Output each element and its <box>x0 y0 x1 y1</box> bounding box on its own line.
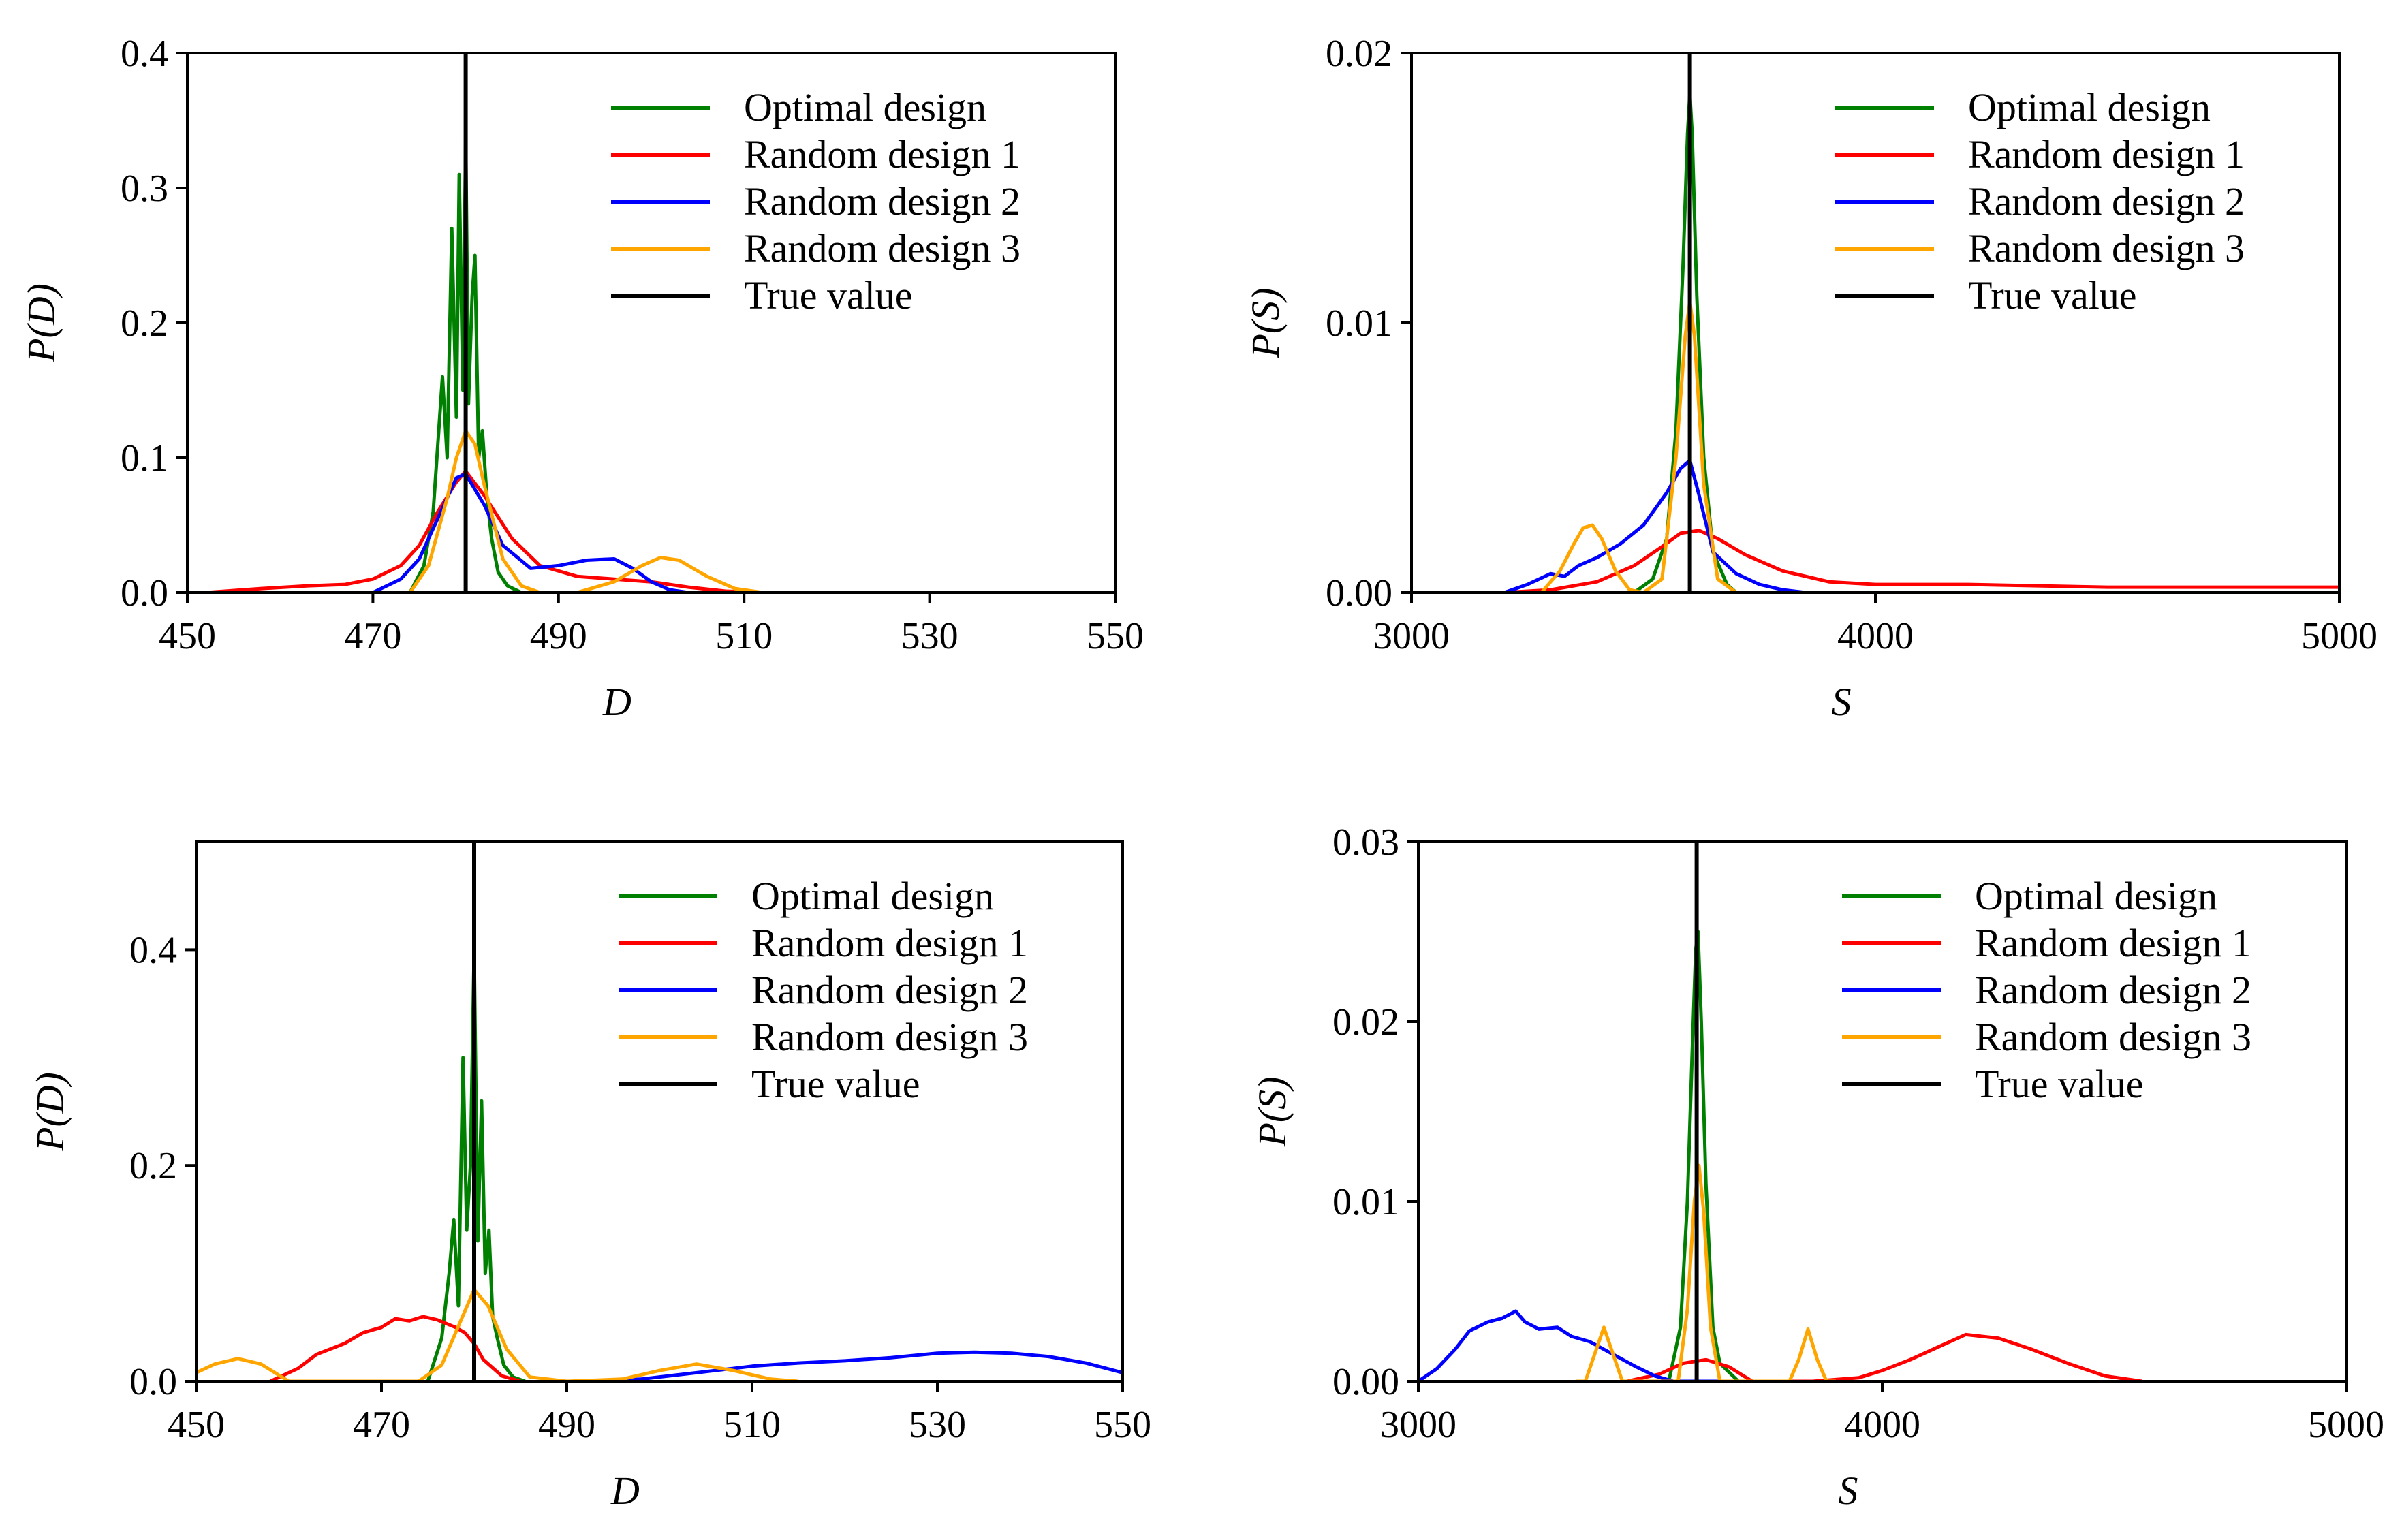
legend-label: True value <box>744 273 913 317</box>
y-tick-label: 0.4 <box>129 929 177 971</box>
x-tick-label: 530 <box>909 1404 966 1446</box>
x-axis-label: D <box>610 1468 640 1513</box>
x-tick-label: 470 <box>353 1404 410 1446</box>
series-line-random2 <box>372 472 689 593</box>
series-line-random1 <box>1626 1332 2142 1381</box>
x-axis-label: D <box>602 680 631 724</box>
y-tick-label: 0.3 <box>121 168 168 210</box>
y-tick-label: 0.0 <box>121 572 168 614</box>
legend-label: Random design 2 <box>1968 179 2245 223</box>
x-tick-label: 510 <box>715 615 773 657</box>
x-tick-label: 4000 <box>1844 1404 1920 1446</box>
plot-p2: 3000 4000 5000 0.00 0.01 0.02 S P(S) Optimal des… <box>1243 33 2377 724</box>
series-line-optimal <box>426 947 526 1381</box>
series-line-random3 <box>196 1287 799 1381</box>
x-tick-label: 470 <box>344 615 401 657</box>
x-tick-label: 530 <box>901 615 958 657</box>
series-line-random1 <box>1411 529 2339 593</box>
legend-label: Random design 1 <box>1975 921 2251 965</box>
legend-label: True value <box>751 1062 920 1106</box>
x-tick-label: 490 <box>538 1404 595 1446</box>
y-axis-label: P(S) <box>1243 287 1288 358</box>
legend-label: Random design 3 <box>744 226 1020 270</box>
legend-label: Optimal design <box>1975 874 2217 918</box>
x-axis-label: S <box>1839 1468 1858 1513</box>
x-tick-label: 510 <box>723 1404 781 1446</box>
y-tick-label: 0.02 <box>1326 33 1392 75</box>
y-tick-label: 0.2 <box>121 302 168 345</box>
y-tick-label: 0.00 <box>1332 1361 1399 1403</box>
x-axis-label: S <box>1832 680 1852 724</box>
x-tick-label: 4000 <box>1837 615 1914 657</box>
y-tick-label: 0.4 <box>121 33 168 75</box>
series-line-optimal <box>1667 930 1740 1381</box>
legend-label: Random design 3 <box>751 1015 1028 1059</box>
series-line-random3 <box>408 428 763 593</box>
x-tick-label: 3000 <box>1373 615 1450 657</box>
legend-label: Random design 1 <box>744 132 1020 176</box>
legend-label: Random design 2 <box>751 968 1028 1012</box>
legend-label: Optimal design <box>1968 85 2211 129</box>
y-tick-label: 0.1 <box>121 437 168 480</box>
plot-p1: 450 470 490 510 530 550 0.0 0.1 0.2 0.3 0.4 D P(D) Op… <box>19 33 1144 724</box>
legend-label: True value <box>1968 273 2137 317</box>
y-axis-label: P(D) <box>28 1072 72 1152</box>
legend-label: Optimal design <box>744 85 986 129</box>
legend-label: Random design 1 <box>1968 132 2245 176</box>
series-line-random2 <box>1503 458 1807 593</box>
series-line-random1 <box>269 1315 521 1381</box>
x-tick-label: 450 <box>168 1404 225 1446</box>
legend-label: Random design 3 <box>1975 1015 2251 1059</box>
x-tick-label: 450 <box>159 615 216 657</box>
axes-frame <box>195 840 1124 1383</box>
series-line-random3 <box>1576 1163 1836 1381</box>
y-tick-label: 0.03 <box>1332 821 1399 864</box>
legend-label: Random design 2 <box>1975 968 2251 1012</box>
legend-label: Random design 2 <box>744 179 1020 223</box>
y-tick-label: 0.00 <box>1326 572 1392 614</box>
plot-p4: 3000 4000 5000 0.00 0.01 0.02 0.03 S P(S) Optimal… <box>1250 821 2384 1513</box>
x-tick-label: 5000 <box>2301 615 2377 657</box>
legend-label: True value <box>1975 1062 2144 1106</box>
plot-p3: 450 470 490 510 530 550 0.0 0.2 0.4 D P(D) Optimal … <box>28 840 1151 1513</box>
series-line-random3 <box>1540 299 1738 593</box>
x-tick-label: 5000 <box>2308 1404 2384 1446</box>
x-tick-label: 490 <box>530 615 587 657</box>
y-tick-label: 0.0 <box>129 1361 177 1403</box>
y-axis-label: P(D) <box>19 283 63 363</box>
x-tick-label: 550 <box>1087 615 1144 657</box>
legend-label: Optimal design <box>751 874 994 918</box>
y-tick-label: 0.01 <box>1332 1181 1399 1223</box>
y-tick-label: 0.2 <box>129 1145 177 1187</box>
series-line-random2 <box>604 1350 1123 1381</box>
legend-label: Random design 3 <box>1968 226 2245 270</box>
y-tick-label: 0.01 <box>1326 302 1392 345</box>
x-tick-label: 3000 <box>1380 1404 1456 1446</box>
y-tick-label: 0.02 <box>1332 1001 1399 1043</box>
series-line-random2 <box>1418 1309 1743 1381</box>
y-axis-label: P(S) <box>1250 1076 1294 1147</box>
legend-label: Random design 1 <box>751 921 1028 965</box>
x-tick-label: 550 <box>1094 1404 1151 1446</box>
